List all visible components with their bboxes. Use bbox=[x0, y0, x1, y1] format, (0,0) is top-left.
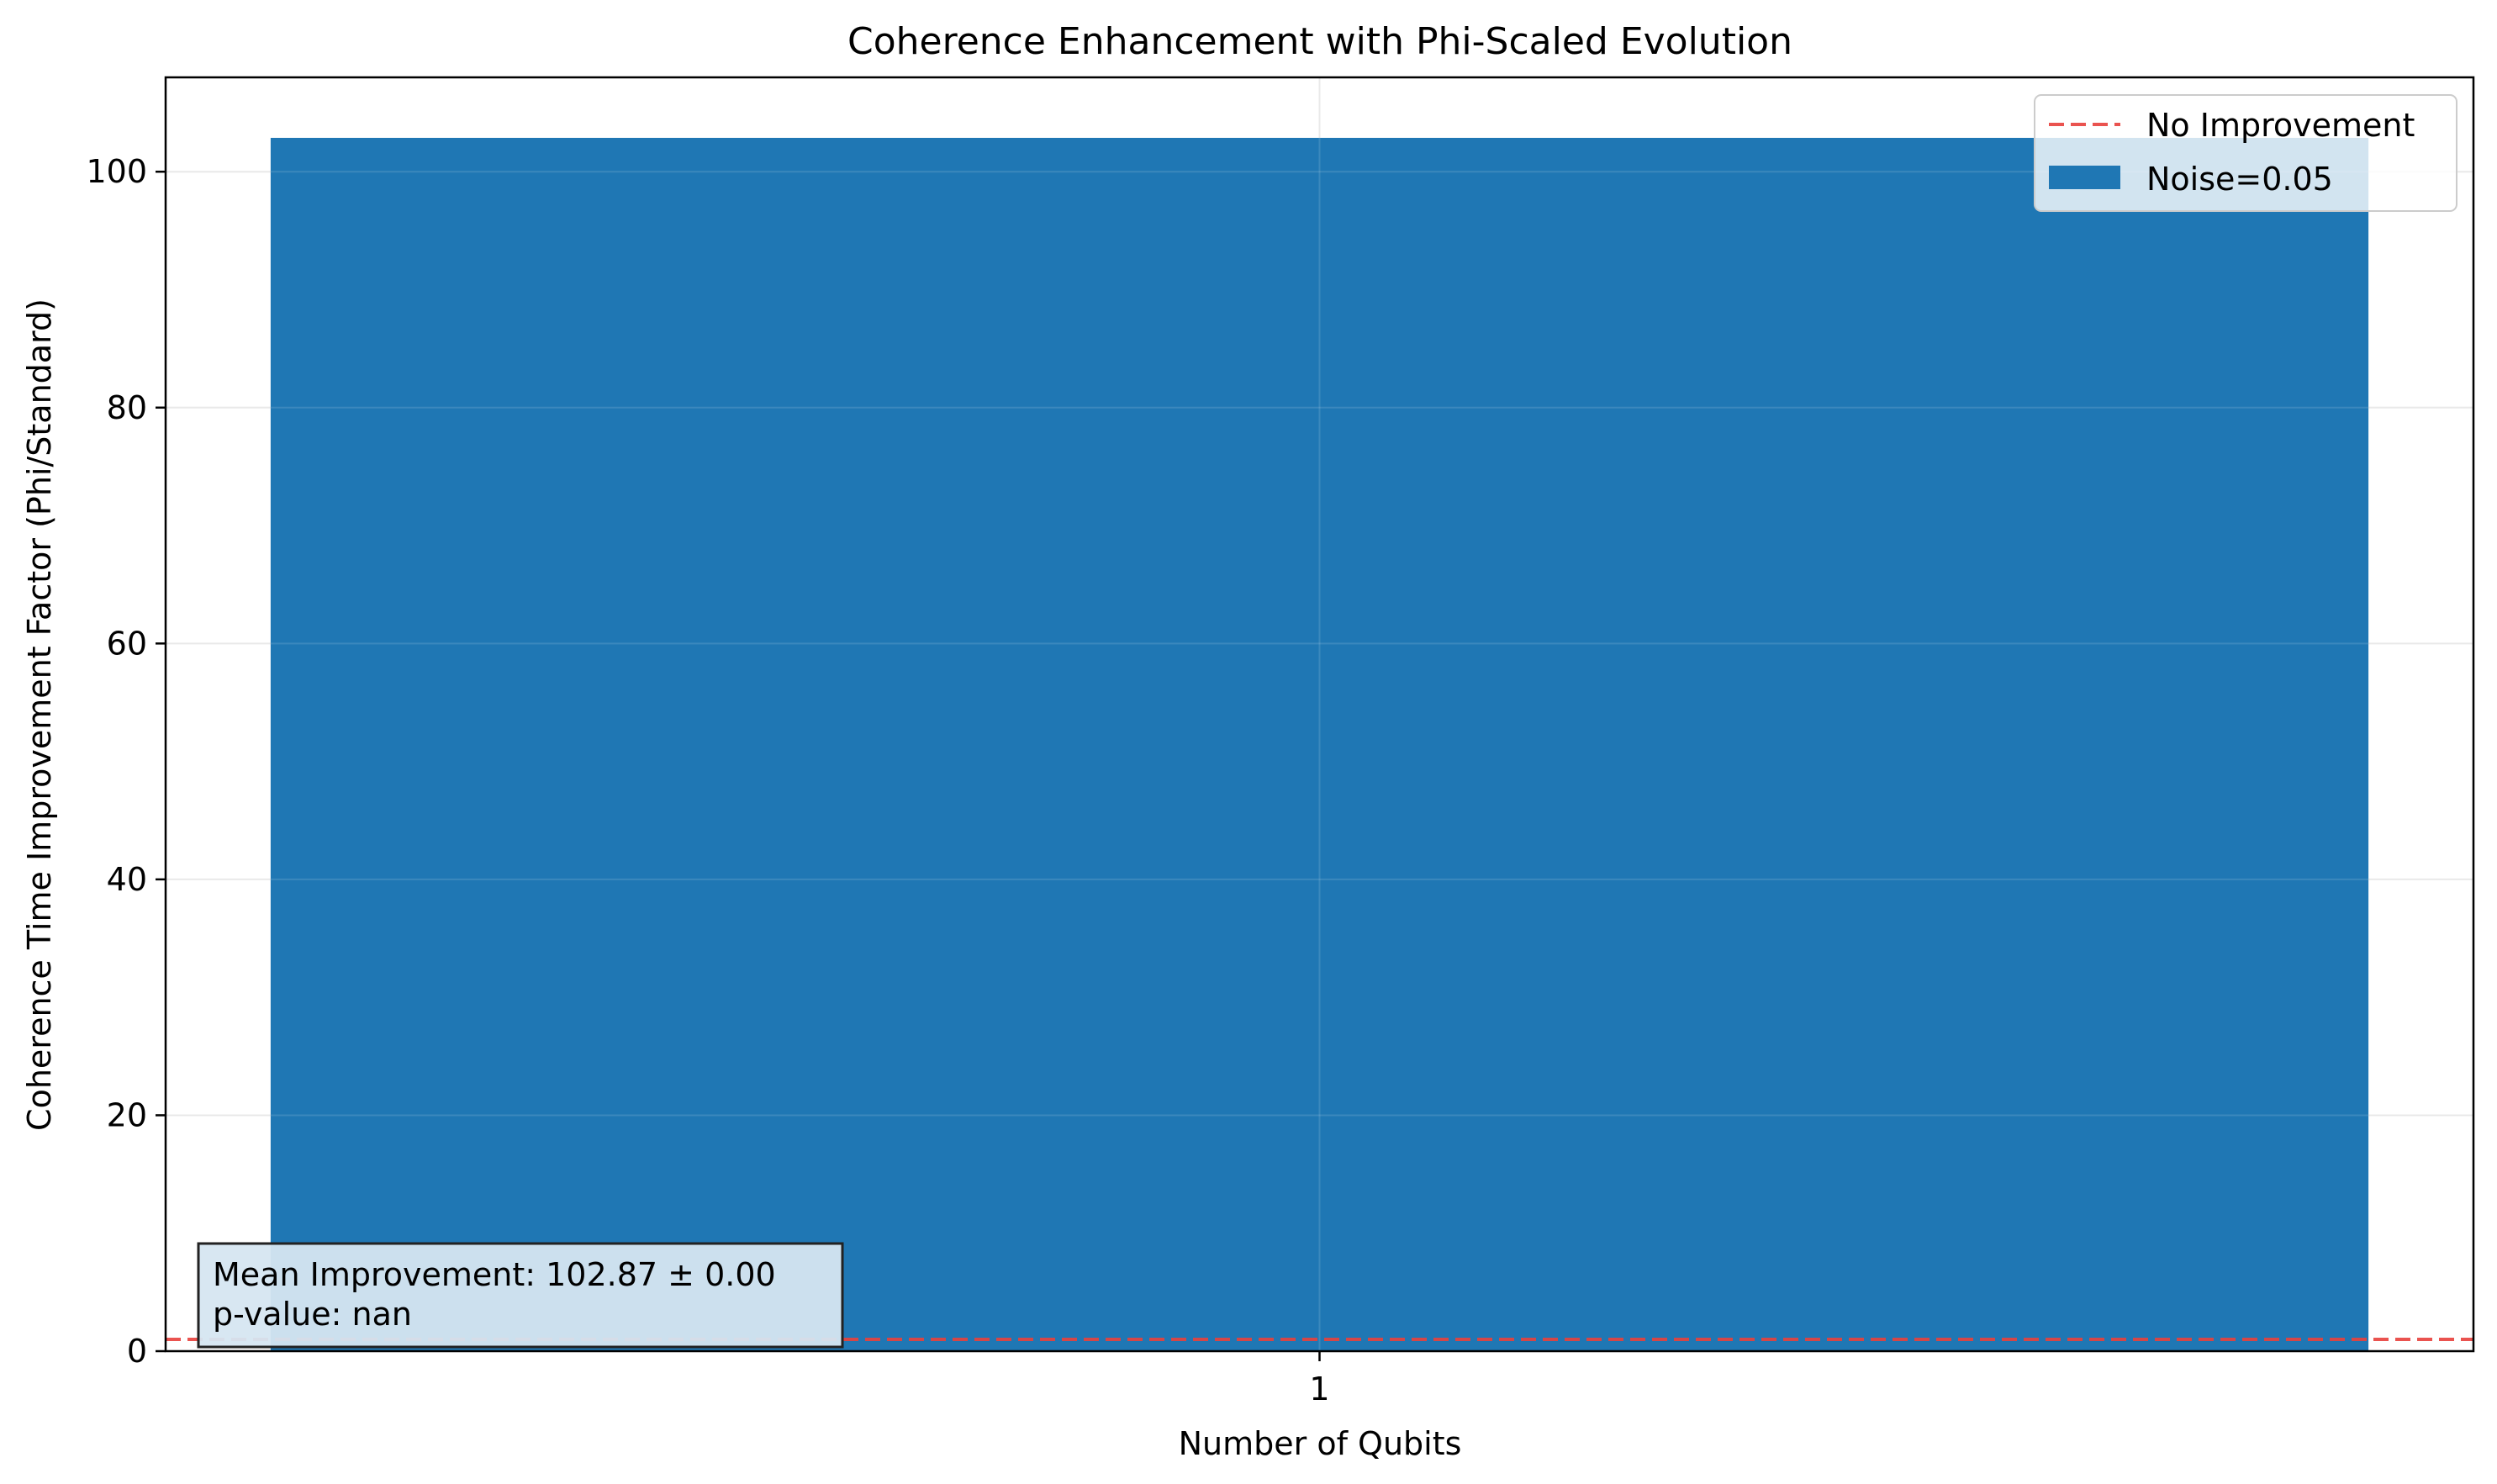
y-tick-label-20: 20 bbox=[107, 1096, 147, 1133]
y-axis-ticks: 0 20 40 60 80 100 bbox=[86, 153, 166, 1370]
annotation-p-value: p-value: nan bbox=[213, 1296, 412, 1333]
chart-title: Coherence Enhancement with Phi-Scaled Ev… bbox=[847, 20, 1792, 63]
legend-frame bbox=[2034, 94, 2457, 212]
y-tick-label-80: 80 bbox=[107, 389, 147, 426]
legend-label-no-improvement: No Improvement bbox=[2146, 107, 2415, 144]
y-tick-label-40: 40 bbox=[107, 861, 147, 898]
y-tick-label-100: 100 bbox=[86, 153, 147, 190]
stats-annotation: Mean Improvement: 102.87 ± 0.00 p-value:… bbox=[197, 1242, 844, 1349]
annotation-box bbox=[197, 1242, 844, 1349]
x-axis-label: Number of Qubits bbox=[1179, 1425, 1462, 1462]
legend-label-noise: Noise=0.05 bbox=[2146, 161, 2333, 198]
plot-area bbox=[164, 76, 2475, 1353]
y-axis-label: Coherence Time Improvement Factor (Phi/S… bbox=[21, 298, 58, 1131]
bar-1-series-0 bbox=[270, 137, 2369, 1351]
y-tick-label-0: 0 bbox=[127, 1333, 147, 1370]
legend-swatch-patch bbox=[2049, 166, 2120, 189]
legend: No Improvement Noise=0.05 bbox=[2034, 94, 2457, 212]
annotation-mean-improvement: Mean Improvement: 102.87 ± 0.00 bbox=[213, 1256, 776, 1293]
x-tick-label-1: 1 bbox=[1309, 1370, 1329, 1407]
y-tick-label-60: 60 bbox=[107, 625, 147, 662]
bars bbox=[270, 137, 2369, 1351]
x-axis-ticks: 1 bbox=[1309, 1351, 1330, 1407]
